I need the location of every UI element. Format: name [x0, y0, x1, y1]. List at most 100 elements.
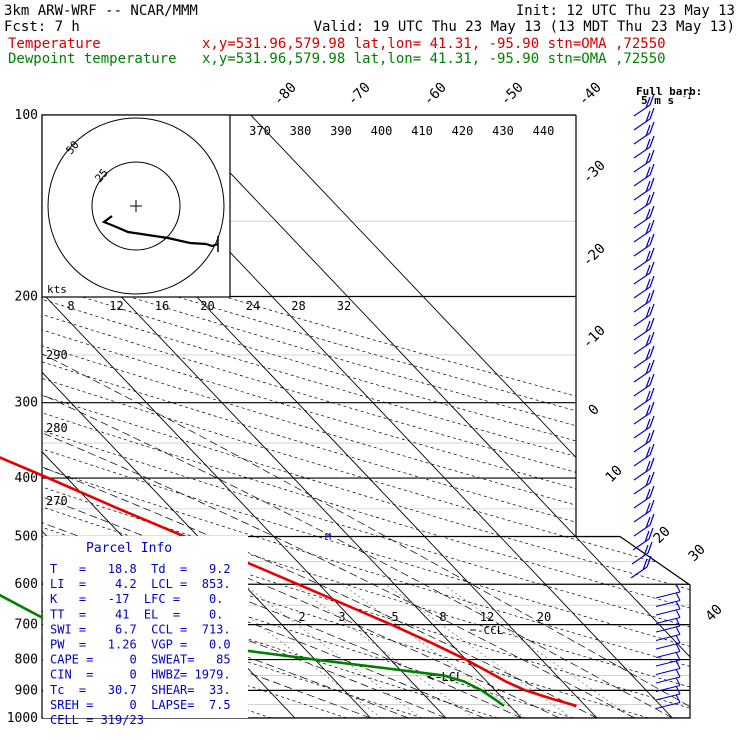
wind-barb-flag — [645, 138, 651, 151]
wind-barb — [633, 275, 655, 299]
wind-barb — [632, 527, 654, 551]
theta-tick-label: 370 — [249, 124, 271, 138]
wind-barb-shaft — [633, 160, 651, 173]
isotherm-tick-label: -70 — [345, 80, 374, 109]
isotherm-tick-label: 10 — [603, 463, 626, 486]
wind-barb-shaft — [632, 538, 650, 551]
pressure-tick-label: 400 — [15, 471, 38, 486]
wind-barb — [633, 331, 655, 355]
wind-barb-flag — [649, 149, 655, 162]
wind-barb-shaft — [630, 566, 648, 579]
wind-barb-flag — [675, 660, 681, 669]
wind-barb-flag — [675, 651, 681, 661]
dry-adiabat-line — [42, 115, 423, 718]
wind-marker: M — [325, 532, 331, 543]
valid-time: Valid: 19 UTC Thu 23 May 13 (13 MDT Thu … — [314, 19, 735, 35]
dry-adiabat-line — [42, 115, 690, 718]
pressure-tick-label: 600 — [15, 577, 38, 592]
dry-adiabat-line — [42, 115, 690, 718]
isotherm-tick-label: 40 — [703, 602, 726, 625]
wind-barb-shaft — [633, 412, 651, 425]
dry-adiabat-line — [42, 115, 690, 718]
pressure-tick-label: 1000 — [7, 711, 38, 726]
parcel-title: Parcel Info — [86, 541, 172, 556]
sounding-series — [0, 456, 577, 708]
wind-barb-flag — [675, 643, 681, 652]
pressure-tick-label: 800 — [15, 653, 38, 668]
mixing-ratio-top-label: 24 — [246, 299, 260, 313]
wind-barb — [633, 415, 655, 439]
wind-barb-flag — [649, 261, 655, 274]
wind-barb-shaft — [633, 202, 651, 215]
mixing-ratio-low-label: 2 — [298, 610, 305, 624]
moist-adiabat-line — [42, 296, 690, 718]
isotherm-tick-label: 20 — [651, 524, 674, 547]
wind-barb-flag — [649, 121, 655, 134]
mixing-ratio-line — [385, 583, 572, 718]
wind-barb-flag — [645, 110, 651, 123]
parcel-row: CIN = 0 HWBZ= 1979. — [50, 668, 231, 682]
wind-barb-flag — [675, 677, 681, 686]
wind-barb-flag — [675, 583, 681, 593]
wind-barbs: M — [325, 93, 681, 710]
wind-barb-shaft — [633, 426, 651, 439]
wind-barb-flag — [649, 191, 655, 204]
wind-barb — [633, 443, 655, 467]
wind-barb — [633, 219, 655, 243]
dry-adiabat-line — [42, 115, 690, 718]
dry-adiabat-line — [42, 115, 690, 718]
wind-barb-flag — [645, 390, 651, 403]
isotherm-tick-label: -40 — [576, 80, 605, 109]
dry-adiabat-line — [42, 115, 690, 718]
wind-barb-shaft — [633, 188, 651, 201]
wind-barb-shaft — [633, 356, 651, 369]
wind-barb-flag — [649, 205, 655, 218]
wind-barb-flag — [675, 592, 681, 601]
wind-barb — [633, 289, 655, 313]
wind-barb-flag — [645, 460, 651, 473]
pressure-tick-label: 900 — [15, 683, 38, 698]
mixing-ratio-low-label: 3 — [338, 610, 345, 624]
pressure-tick-label: 300 — [15, 396, 38, 411]
wind-barb — [633, 135, 655, 159]
dry-adiabat-line — [42, 115, 690, 718]
pressure-tick-label: 700 — [15, 618, 38, 633]
wind-barb-shaft — [633, 216, 651, 229]
wind-barb — [633, 401, 655, 425]
wind-barb — [633, 317, 655, 341]
parcel-row: SREH = 0 LAPSE= 7.5 — [50, 698, 231, 712]
wind-barb — [633, 205, 655, 229]
wind-barb-flag — [649, 373, 655, 386]
wind-barb — [633, 429, 655, 453]
wind-barb-flag — [649, 275, 655, 288]
wind-barb — [633, 247, 655, 271]
wind-barb-flag — [649, 177, 655, 190]
wind-barb — [633, 121, 655, 145]
wind-barb-flag — [649, 359, 655, 372]
wind-barb-shaft — [633, 510, 651, 523]
wind-barb-flag — [645, 474, 651, 487]
wind-barb — [633, 499, 655, 523]
dry-adiabat-line — [42, 115, 690, 718]
wind-barb-shaft — [633, 244, 651, 257]
wind-barb-flag — [648, 527, 654, 540]
wind-barb-shaft — [633, 370, 651, 383]
wind-barb-flag — [675, 609, 681, 618]
isotherm-tick-label: -60 — [421, 80, 450, 109]
mixing-ratio-line — [293, 583, 475, 718]
mixing-ratio-top-label: 20 — [200, 299, 214, 313]
barb-legend-exponent: -1 — [682, 92, 692, 101]
isotherm-tick-label: -20 — [580, 241, 609, 270]
isotherm-tick-label: 0 — [586, 402, 603, 419]
wind-barb — [633, 261, 655, 285]
mixing-ratio-low-label: 20 — [537, 610, 551, 624]
wind-barb-flag — [649, 485, 655, 498]
wind-barb-flag — [645, 124, 651, 137]
parcel-row: CELL = 319/23 — [50, 713, 144, 727]
wind-barb-shaft — [633, 300, 651, 313]
wind-barb-flag — [645, 180, 651, 193]
parcel-row: CAPE = 0 SWEAT= 85 — [50, 653, 231, 667]
wind-barb-flag — [645, 404, 651, 417]
